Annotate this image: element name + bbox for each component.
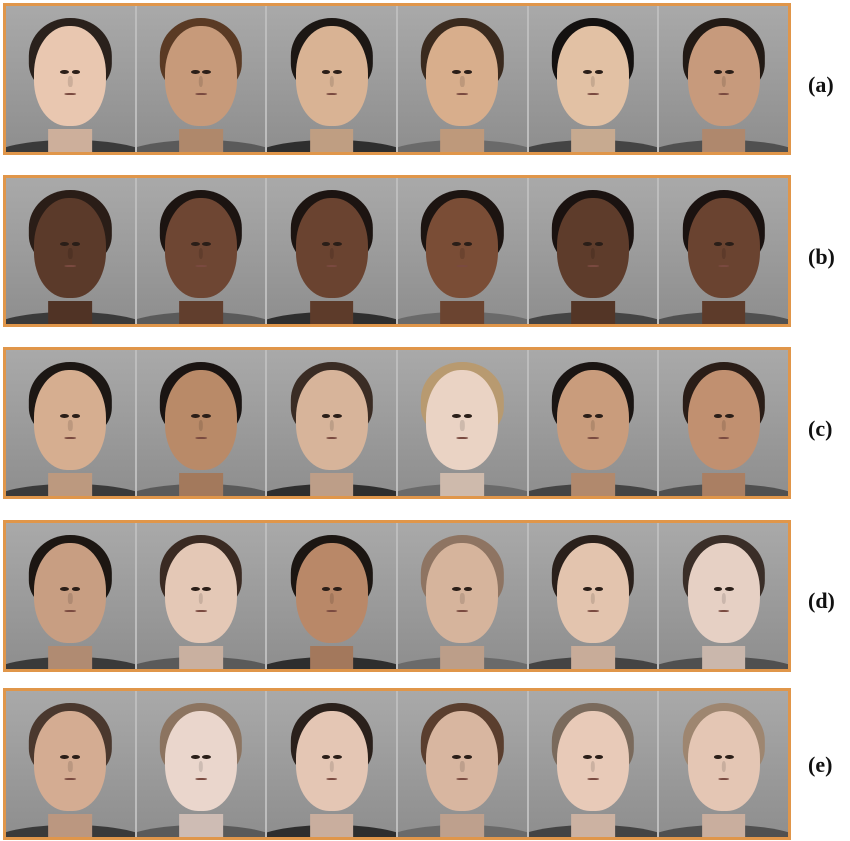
photo-row (3, 520, 791, 672)
row-label: (d) (808, 588, 835, 613)
face-photo (6, 6, 137, 152)
face-photo (528, 350, 660, 496)
photo-row (3, 688, 791, 840)
row-label: (c) (808, 416, 833, 441)
photo-row (3, 347, 791, 499)
photo-row (3, 175, 791, 327)
photo-row (3, 3, 791, 155)
face-photo (659, 178, 788, 324)
face-photo (6, 523, 137, 669)
row-label: (b) (808, 244, 835, 269)
face-photo (267, 350, 399, 496)
face-photo (6, 350, 137, 496)
face-photo (398, 6, 529, 152)
face-photo (398, 350, 529, 496)
face-photo (267, 6, 399, 152)
face-photo (659, 350, 788, 496)
row-label: (a) (808, 72, 834, 97)
face-photo (659, 691, 788, 837)
row-label: (e) (808, 752, 833, 777)
face-photo (267, 691, 399, 837)
face-photo (136, 350, 268, 496)
face-photo (136, 6, 268, 152)
face-photo (528, 6, 660, 152)
face-photo (398, 523, 529, 669)
face-photo (528, 178, 660, 324)
face-photo (659, 523, 788, 669)
face-photo (136, 523, 268, 669)
face-photo (398, 691, 529, 837)
face-photo (267, 523, 399, 669)
face-photo (398, 178, 529, 324)
face-photo (136, 178, 268, 324)
face-photo (267, 178, 399, 324)
face-photo (659, 6, 788, 152)
face-photo (136, 691, 268, 837)
face-photo (6, 691, 137, 837)
face-photo (528, 523, 660, 669)
face-photo (6, 178, 137, 324)
face-photo (528, 691, 660, 837)
